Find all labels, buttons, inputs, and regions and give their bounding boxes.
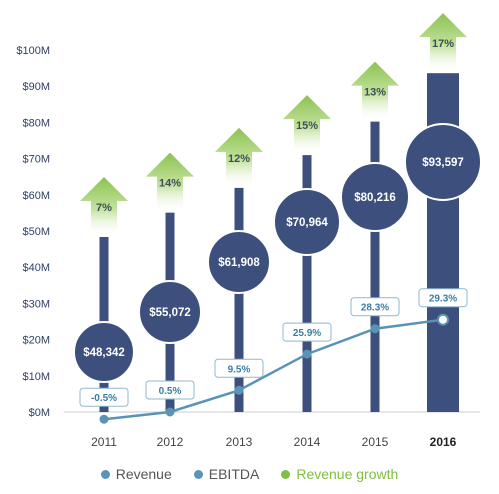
x-axis: 2011 2012 2013 2014 2015 2016	[91, 435, 457, 449]
revenue-label: $70,964	[286, 217, 328, 229]
growth-arrow	[146, 152, 194, 213]
y-tick-label: $20M	[22, 335, 50, 347]
ebitda-point	[437, 313, 449, 326]
x-tick-label: 2011	[91, 435, 117, 449]
ebitda-point	[99, 414, 109, 424]
ebitda-point	[302, 349, 312, 359]
legend-label-revenue-growth: Revenue growth	[296, 466, 399, 482]
revenue-label: $80,216	[354, 192, 396, 204]
growth-arrow	[419, 13, 467, 74]
y-tick-label: $70M	[22, 154, 50, 166]
ebitda-label: 28.3%	[361, 303, 389, 314]
y-tick-label: $80M	[22, 117, 50, 129]
legend-dot-ebitda	[193, 469, 203, 479]
ebitda-polyline	[103, 318, 444, 421]
revenue-bubble	[273, 188, 341, 256]
x-tick-label: 2014	[294, 435, 321, 449]
growth-label: 14%	[159, 178, 181, 190]
legend-item-revenue: Revenue	[100, 466, 172, 482]
legend-label-revenue: Revenue	[115, 466, 172, 482]
growth-label: 13%	[364, 87, 386, 99]
ebitda-label: 9.5%	[228, 364, 251, 375]
ebitda-label: 0.5%	[159, 386, 182, 397]
revenue-bubble	[138, 280, 202, 344]
y-tick-label: $60M	[22, 190, 50, 202]
ebitda-label: -0.5%	[91, 393, 117, 404]
revenue-bubble	[207, 230, 271, 294]
revenue-bar	[370, 121, 380, 413]
ebitda-point	[234, 385, 244, 395]
revenue-bubble	[404, 123, 482, 201]
growth-label: 12%	[228, 153, 250, 165]
growth-label: 15%	[296, 120, 318, 132]
ebitda-label-box	[79, 387, 129, 407]
y-tick-label: $50M	[22, 226, 50, 238]
legend-label-ebitda: EBITDA	[208, 466, 260, 482]
y-tick-label: $30M	[22, 298, 50, 310]
revenue-label: $61,908	[218, 257, 260, 269]
y-tick-label: $40M	[22, 262, 50, 274]
ebitda-label-box	[350, 297, 400, 317]
ebitda-label: 25.9%	[293, 328, 321, 339]
revenue-label: $93,597	[422, 157, 464, 169]
legend-dot-revenue	[100, 469, 110, 479]
revenue-bubbles: $48,342 $55,072 $61,908 $70,964 $80,216 $93,5…	[73, 123, 482, 383]
ebitda-point	[165, 407, 175, 417]
ebitda-point	[370, 324, 380, 334]
growth-arrow	[80, 177, 128, 238]
revenue-growth-arrows: 7% 14% 12% 15% 13% 17%	[80, 13, 467, 238]
ebitda-line: -0.5% 0.5% 9.5% 25.9% 28.3% 29.3%	[79, 288, 468, 424]
legend-item-ebitda: EBITDA	[193, 466, 260, 482]
y-tick-label: $90M	[22, 81, 50, 93]
ebitda-label: 29.3%	[429, 294, 457, 305]
x-tick-label: 2012	[157, 435, 184, 449]
growth-label: 7%	[96, 202, 112, 214]
growth-arrow	[351, 61, 399, 122]
growth-arrow	[283, 95, 331, 156]
y-tick-label: $0M	[29, 407, 50, 419]
growth-label: 17%	[432, 38, 454, 50]
ebitda-label-box	[214, 358, 264, 378]
y-tick-label: $10M	[22, 371, 50, 383]
legend-item-revenue-growth: Revenue growth	[281, 466, 398, 482]
revenue-bubble	[340, 162, 410, 232]
ebitda-label-box	[418, 288, 468, 308]
revenue-bubble	[73, 321, 135, 383]
ebitda-label-box	[282, 322, 332, 342]
revenue-bars	[99, 73, 459, 413]
x-tick-label: 2016	[430, 435, 457, 449]
y-axis: $0M $10M $20M $30M $40M $50M $60M $70M $80M $90M $…	[16, 45, 480, 419]
growth-arrow	[215, 127, 263, 188]
legend: Revenue EBITDA Revenue growth	[0, 462, 499, 486]
revenue-label: $48,342	[83, 347, 125, 359]
ebitda-label-box	[145, 380, 195, 400]
y-tick-label: $100M	[16, 45, 50, 57]
x-tick-label: 2015	[362, 435, 389, 449]
revenue-bar	[302, 155, 312, 412]
legend-dot-revenue-growth	[281, 469, 291, 479]
x-tick-label: 2013	[226, 435, 253, 449]
revenue-bar	[234, 187, 244, 412]
revenue-label: $55,072	[149, 307, 191, 319]
